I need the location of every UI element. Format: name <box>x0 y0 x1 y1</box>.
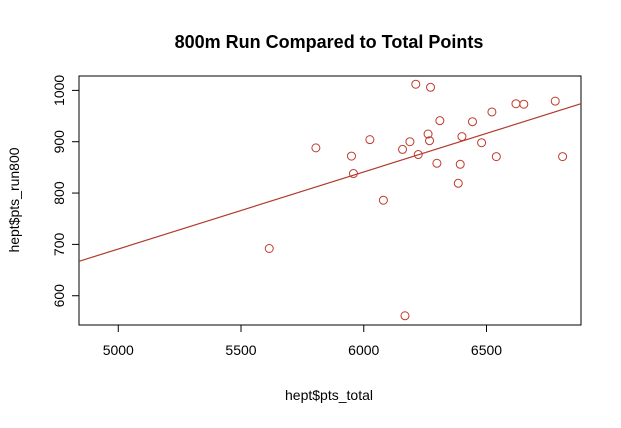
data-point <box>457 132 467 142</box>
data-point <box>426 82 436 92</box>
regression-line <box>78 103 582 262</box>
x-axis: 5000 5500 6000 6500 <box>103 324 502 358</box>
data-point <box>455 159 465 169</box>
data-point <box>378 195 388 205</box>
data-point <box>264 244 274 254</box>
points-layer <box>264 79 568 321</box>
y-axis: 600 700 800 900 1000 <box>51 75 80 308</box>
chart-title: 800m Run Compared to Total Points <box>175 32 484 52</box>
data-point <box>425 136 435 146</box>
y-axis-label: hept$pts_run800 <box>6 147 22 252</box>
data-point <box>405 137 415 147</box>
data-point <box>550 96 560 106</box>
data-point <box>511 99 521 109</box>
y-tick-label: 800 <box>51 181 67 205</box>
data-point <box>519 99 529 109</box>
x-tick-label: 5000 <box>103 342 134 358</box>
data-point <box>413 150 423 160</box>
plot-frame <box>78 75 582 326</box>
x-tick-label: 6000 <box>348 342 379 358</box>
data-point <box>346 151 356 161</box>
y-tick-label: 600 <box>51 284 67 308</box>
data-point <box>411 79 421 89</box>
data-point <box>491 152 501 162</box>
data-point <box>477 138 487 148</box>
y-tick-label: 900 <box>51 130 67 154</box>
data-point <box>398 144 408 154</box>
data-point <box>487 107 497 117</box>
data-point <box>365 135 375 145</box>
x-tick-label: 5500 <box>225 342 256 358</box>
data-point <box>467 117 477 127</box>
data-point <box>453 178 463 188</box>
data-point <box>400 311 410 321</box>
data-point <box>435 116 445 126</box>
regression-layer <box>78 103 582 262</box>
y-tick-label: 700 <box>51 233 67 257</box>
data-point <box>558 152 568 162</box>
data-point <box>423 129 433 139</box>
x-axis-label: hept$pts_total <box>285 387 373 403</box>
data-point <box>348 169 358 179</box>
y-tick-label: 1000 <box>51 75 67 106</box>
x-tick-label: 6500 <box>471 342 502 358</box>
data-point <box>311 143 321 153</box>
data-point <box>432 158 442 168</box>
